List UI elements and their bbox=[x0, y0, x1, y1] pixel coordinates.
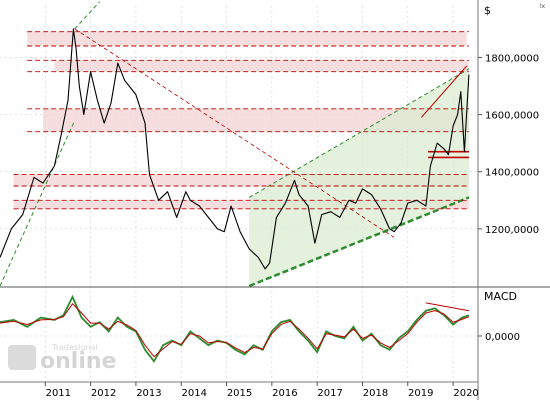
y-tick-label: 1600,0000 bbox=[485, 111, 539, 122]
price-zone bbox=[27, 31, 467, 46]
x-tick-label: 2018 bbox=[363, 388, 388, 399]
x-tick-label: 2015 bbox=[227, 388, 252, 399]
y-tick-label: 1800,0000 bbox=[485, 53, 539, 64]
macd-label: MACD bbox=[484, 290, 517, 303]
watermark-logo-box bbox=[8, 345, 36, 370]
corner-mark: lx bbox=[540, 3, 546, 10]
price-series-line bbox=[0, 28, 470, 270]
channel-lower-line bbox=[248, 196, 470, 288]
x-tick-label: 2011 bbox=[46, 388, 71, 399]
recent-trend-line bbox=[420, 65, 468, 118]
x-tick-label: 2017 bbox=[317, 388, 342, 399]
watermark-brand: online bbox=[40, 349, 116, 374]
y-tick-label: 1200,0000 bbox=[485, 225, 539, 236]
early-trend-top-line bbox=[74, 1, 101, 30]
x-tick-label: 2012 bbox=[91, 388, 116, 399]
y-tick-label: 1400,0000 bbox=[485, 168, 539, 179]
downtrend-line bbox=[74, 28, 395, 238]
early-trend-line bbox=[0, 120, 76, 287]
x-tick-label: 2019 bbox=[408, 388, 433, 399]
x-tick-label: 2013 bbox=[136, 388, 161, 399]
watermark-sub: Tradesignal bbox=[51, 343, 98, 352]
signal-line bbox=[0, 303, 470, 358]
macd-y-tick-label: 0,0000 bbox=[485, 332, 520, 343]
macd-line bbox=[0, 294, 470, 363]
trend-channel bbox=[249, 68, 469, 286]
x-tick-label: 2014 bbox=[182, 388, 207, 399]
price-zone bbox=[43, 108, 469, 132]
watermark: online Tradesignal bbox=[8, 343, 116, 374]
price-zone bbox=[13, 174, 469, 186]
currency-label: $ bbox=[484, 4, 491, 17]
price-zone bbox=[54, 60, 469, 72]
price-zone bbox=[13, 200, 469, 209]
macd-divergence-line bbox=[425, 302, 470, 312]
x-tick-label: 2020 bbox=[453, 388, 478, 399]
x-tick-label: 2016 bbox=[272, 388, 297, 399]
channel-upper-line bbox=[248, 68, 470, 198]
